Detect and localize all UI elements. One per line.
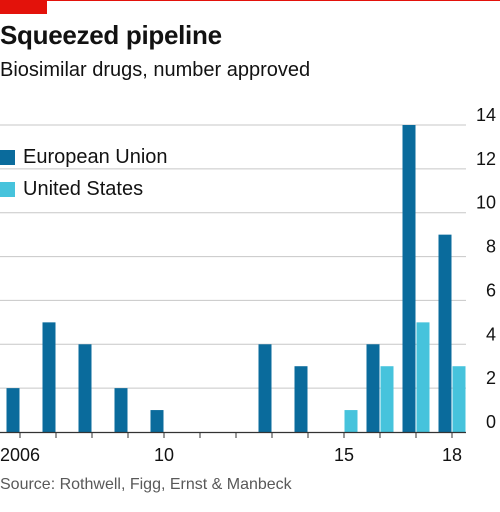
x-tick-label: 18	[442, 445, 462, 465]
top-rule	[0, 0, 500, 1]
x-tick-label: 10	[154, 445, 174, 465]
bar-eu	[438, 234, 452, 432]
bar-eu	[6, 388, 20, 432]
bar-eu	[78, 344, 92, 432]
y-tick-label: 2	[486, 368, 496, 388]
y-tick-label: 0	[486, 412, 496, 432]
bar-eu	[366, 344, 380, 432]
legend: European Union United States	[0, 141, 168, 205]
bar-eu	[150, 410, 164, 432]
bar-us	[452, 366, 466, 432]
chart-title: Squeezed pipeline	[0, 20, 222, 50]
legend-item-eu: European Union	[0, 141, 168, 173]
bar-us	[344, 410, 358, 432]
bar-eu	[258, 344, 272, 432]
y-tick-label: 10	[476, 193, 496, 213]
legend-label-us: United States	[23, 177, 144, 200]
y-tick-label: 12	[476, 149, 496, 169]
y-tick-label: 6	[486, 280, 496, 300]
bar-chart: 0 2 4 6 8 10 12 14 2006 10 15 18	[0, 105, 496, 465]
bar-us	[380, 366, 394, 432]
bar-us	[416, 322, 430, 432]
legend-swatch-eu	[0, 149, 15, 165]
y-tick-label: 4	[486, 324, 496, 344]
chart-subtitle: Biosimilar drugs, number approved	[0, 59, 311, 81]
bar-eu	[42, 322, 56, 432]
y-tick-label: 14	[476, 105, 496, 125]
bar-eu	[402, 125, 416, 432]
y-tick-label: 8	[486, 237, 496, 257]
brand-tag	[0, 0, 47, 14]
x-tick-label: 2006	[0, 445, 40, 465]
legend-label-eu: European Union	[23, 145, 168, 168]
bar-eu	[294, 366, 308, 432]
x-tick-label: 15	[334, 445, 354, 465]
source-note: Source: Rothwell, Figg, Ernst & Manbeck	[0, 476, 292, 493]
legend-item-us: United States	[0, 173, 168, 205]
bar-eu	[114, 388, 128, 432]
legend-swatch-us	[0, 181, 15, 197]
